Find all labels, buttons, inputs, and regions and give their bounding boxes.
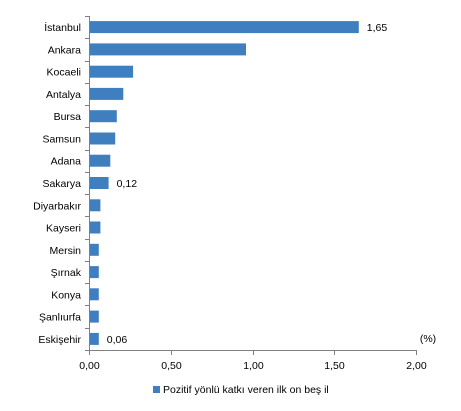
x-tick-label: 0,00 [79, 360, 100, 372]
bar [90, 21, 359, 34]
category-label: Adana [51, 156, 82, 168]
category-label: Eskişehir [38, 334, 81, 346]
category-label: İstanbul [44, 21, 81, 34]
data-label: 0,06 [107, 334, 128, 346]
chart-labels: İstanbul Ankara Kocaeli Antalya Bursa Samsun A… [33, 21, 387, 346]
category-label: Şanlıurfa [39, 312, 81, 324]
bar [90, 110, 117, 123]
bar [90, 332, 99, 345]
bar [90, 288, 99, 301]
bar [90, 177, 109, 189]
category-label: Şırnak [51, 267, 82, 279]
data-label: 0,12 [117, 178, 138, 190]
x-tick-label: 1,50 [324, 360, 345, 372]
bar [90, 243, 99, 256]
bar [90, 132, 116, 145]
data-label: 1,65 [367, 22, 388, 34]
bar [90, 310, 99, 323]
x-tick-label: 2,00 [406, 360, 427, 372]
category-label: Ankara [48, 44, 81, 56]
bar [90, 65, 134, 78]
chart-axes: 0,00 0,50 1,00 1,50 2,00 [79, 16, 427, 372]
x-tick-label: 1,00 [243, 360, 264, 372]
category-label: Antalya [46, 89, 81, 101]
category-label: Kayseri [46, 223, 81, 235]
unit-label: (%) [420, 333, 436, 345]
category-label: Sakarya [42, 178, 81, 190]
bar [90, 154, 111, 167]
chart-legend: Pozitif yönlü katkı veren ilk on beş il [153, 384, 329, 396]
legend-swatch [153, 386, 160, 393]
bar [90, 87, 124, 100]
bar [90, 199, 101, 212]
chart-bars [90, 21, 359, 345]
category-label: Bursa [54, 111, 82, 123]
bar [90, 266, 99, 279]
legend-label: Pozitif yönlü katkı veren ilk on beş il [163, 384, 329, 396]
x-tick-label: 0,50 [161, 360, 182, 372]
category-label: Samsun [42, 134, 81, 146]
bar [90, 221, 101, 234]
category-label: Kocaeli [47, 67, 81, 79]
bar [90, 43, 246, 56]
category-label: Diyarbakır [33, 200, 81, 212]
category-label: Konya [51, 289, 81, 301]
category-label: Mersin [49, 245, 81, 257]
